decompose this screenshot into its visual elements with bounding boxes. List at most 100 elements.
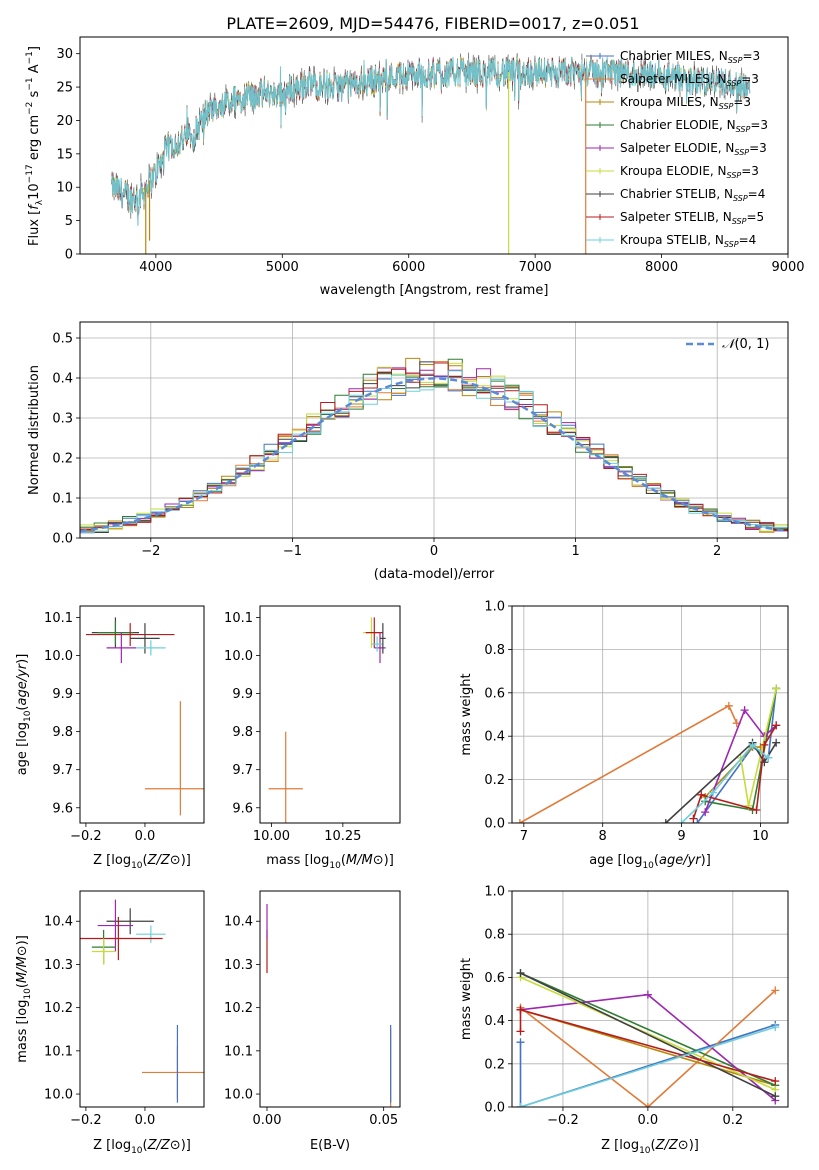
- label-part: Z [log: [93, 853, 131, 868]
- x-tick-label: 0.0: [638, 1113, 659, 1128]
- weight-marker: [701, 808, 710, 817]
- panel-residuals: −2 −1 0 1 2 0.0 0.1 0.2 0.3 0.4 0.5 (data-model)/er…: [27, 321, 789, 582]
- errorbar-point: [268, 731, 303, 823]
- legend-label-6: Chabrier STELIB, NSSP=4: [620, 187, 765, 203]
- legend-label-3: Chabrier ELODIE, NSSP=3: [620, 118, 768, 134]
- errorbar-point: [136, 925, 166, 943]
- label-italic: age/yr: [15, 662, 30, 705]
- legend-sub: SSP: [728, 56, 743, 65]
- label-part: age [log: [15, 722, 30, 775]
- y-tick-label: 0.2: [52, 452, 73, 467]
- axes-frame: [79, 321, 789, 539]
- x-tick-label: 10.25: [324, 829, 361, 844]
- weight-series-4: [704, 708, 777, 813]
- y-tick-label: 9.9: [52, 687, 73, 702]
- legend-text: Kroupa MILES, N: [620, 95, 719, 109]
- label-italic: Z/Z⊙: [655, 1138, 689, 1153]
- label-sub: 10: [642, 861, 654, 871]
- y-tick-label: 10.1: [44, 611, 73, 626]
- label-italic: M/M⊙: [15, 945, 30, 983]
- legend-text: (0, 1): [734, 337, 769, 352]
- y-tick-label: 0.6: [484, 971, 505, 986]
- x-axis-label: Z [log10(Z/Z⊙)]: [93, 1138, 191, 1156]
- legend-text: Chabrier ELODIE, N: [620, 118, 736, 132]
- legend-text: =3: [749, 141, 767, 155]
- legend-text: Salpeter STELIB, N: [620, 210, 732, 224]
- histogram-series-8: [80, 370, 788, 538]
- y-tick-label: 0.8: [484, 928, 505, 943]
- y-tick-label: 9.8: [232, 725, 253, 740]
- y-tick-label: 0.1: [52, 492, 73, 507]
- y-tick-label: 9.6: [52, 801, 73, 816]
- weight-marker: [748, 740, 757, 749]
- y-tick-label: 0.4: [52, 372, 73, 387]
- legend-text: =3: [750, 118, 768, 132]
- x-tick-label: 0.0: [135, 829, 156, 844]
- y-tick-label: 10.1: [224, 1044, 253, 1059]
- legend-label-1: Salpeter MILES, NSSP=3: [620, 72, 759, 88]
- weight-series-1: [519, 704, 738, 823]
- y-tick-label: 0.0: [484, 817, 505, 832]
- y-tick-label: 10.0: [44, 1088, 73, 1103]
- y-tick-label: 0: [65, 248, 73, 263]
- legend-label-5: Kroupa ELODIE, NSSP=3: [620, 164, 759, 180]
- weight-marker: [752, 805, 761, 814]
- label-part: A: [27, 64, 42, 77]
- label-sub: 10: [131, 1146, 143, 1156]
- label-sub: 10: [639, 1146, 651, 1156]
- weight-marker: [515, 819, 524, 823]
- legend-text: =5: [746, 210, 764, 224]
- errorbar-point: [106, 632, 137, 664]
- x-axis-label: age [log10(age/yr)]: [589, 853, 711, 871]
- x-tick-label: 6000: [392, 260, 425, 275]
- x-tick-label: 9: [677, 829, 685, 844]
- errorbar-point: [130, 623, 160, 654]
- y-tick-label: 10.1: [44, 1044, 73, 1059]
- errorbar-point: [374, 632, 386, 664]
- errorbar-point: [97, 621, 134, 645]
- label-part: erg cm: [27, 115, 42, 164]
- legend-text: =4: [748, 187, 766, 201]
- y-axis-label: age [log10(age/yr)]: [15, 654, 33, 776]
- legend-label-2: Kroupa MILES, NSSP=3: [620, 95, 751, 111]
- label-part: age [log: [589, 853, 642, 868]
- errorbar-point: [80, 916, 163, 961]
- panel-weight-Z: −0.2 0.0 0.2 0.0 0.2 0.4 0.6 0.8 1.0 Z [log10(Z/Z…: [459, 885, 789, 1156]
- plot-area: [268, 617, 386, 823]
- x-axis-label: Z [log10(Z/Z⊙)]: [93, 853, 191, 871]
- weight-marker: [740, 706, 749, 715]
- y-tick-label: 30: [56, 47, 73, 62]
- weight-marker: [661, 819, 670, 823]
- label-italic: age/yr: [659, 853, 702, 868]
- y-tick-label: 0.2: [484, 773, 505, 788]
- errorbar-point: [85, 623, 175, 646]
- y-tick-label: 10.3: [224, 958, 253, 973]
- y-axis-label: Normed distribution: [27, 365, 42, 495]
- x-tick-label: 7000: [519, 260, 552, 275]
- y-tick-label: 0.5: [52, 332, 73, 347]
- weight-marker: [516, 1027, 525, 1036]
- legend-text: Kroupa ELODIE, N: [620, 164, 727, 178]
- weight-series-3: [520, 972, 776, 1087]
- legend-text: Kroupa STELIB, N: [620, 233, 724, 247]
- weight-marker: [772, 738, 781, 747]
- errorbar-point: [133, 986, 198, 1055]
- weight-marker: [760, 740, 769, 749]
- label-italic: Z/Z⊙: [147, 1138, 181, 1153]
- legend-label-4: Salpeter ELODIE, NSSP=3: [620, 141, 767, 157]
- axes-frame: [511, 605, 789, 824]
- legend-sub: SSP: [732, 217, 747, 226]
- label-part: (: [654, 853, 659, 868]
- errorbar-point: [106, 908, 154, 935]
- plot-area: [111, 51, 751, 254]
- y-tick-label: 9.9: [232, 687, 253, 702]
- weight-marker: [643, 1103, 652, 1107]
- label-part: mass [log: [15, 1000, 30, 1063]
- weight-marker: [772, 684, 781, 693]
- x-tick-label: −0.2: [547, 1113, 579, 1128]
- legend-label-8: Kroupa STELIB, NSSP=4: [620, 233, 756, 249]
- weight-marker: [516, 1103, 525, 1107]
- normal-reference-curve: [80, 377, 788, 533]
- x-tick-label: −0.2: [70, 1113, 102, 1128]
- errorbar-point: [97, 899, 134, 952]
